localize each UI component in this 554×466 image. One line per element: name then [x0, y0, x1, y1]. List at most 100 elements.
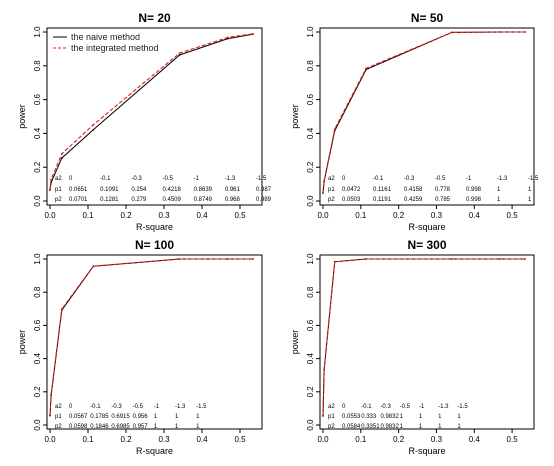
x-tick-label: 0.1 — [82, 211, 94, 220]
data-point — [451, 258, 453, 260]
table-cell-a2: -1 — [419, 404, 425, 410]
plot-frame — [46, 254, 263, 430]
table-cell-a2: -1.5 — [528, 176, 539, 182]
table-cell-p2: 1 — [400, 424, 404, 430]
data-point — [524, 258, 526, 260]
table-cell-p1: 0.987 — [256, 187, 272, 193]
data-point — [252, 32, 254, 35]
x-tick-label: 0.2 — [393, 435, 405, 444]
x-axis-label: R-square — [408, 222, 445, 232]
table-cell-p2: 0.0701 — [69, 197, 88, 203]
x-tick-label: 0.1 — [82, 435, 94, 444]
chart-title: N= 20 — [138, 11, 171, 25]
chart-title: N= 100 — [135, 238, 174, 252]
data-point — [365, 67, 368, 70]
table-cell-p2: 1 — [438, 424, 442, 430]
y-tick-label: 0.6 — [306, 319, 315, 331]
data-point — [499, 31, 501, 33]
table-cell-a2: -0.5 — [435, 176, 446, 182]
chart-title: N= 50 — [411, 11, 444, 25]
table-cell-a2: -0.3 — [380, 404, 391, 410]
chart-panel-4: N= 300 0.0 0.1 0.2 0.3 0.4 0.5 0.0 0.2 0.4 0.6 0.8 1… — [290, 238, 535, 456]
table-cell-a2: -1.5 — [256, 176, 267, 182]
data-point — [49, 188, 51, 191]
table-cell-a2: -1 — [154, 404, 160, 410]
table-cell-a2: -0.3 — [111, 404, 122, 410]
y-tick-label: 0.4 — [306, 352, 315, 364]
table-cell-p2: 1 — [154, 424, 158, 430]
y-tick-label: 0.0 — [306, 195, 315, 207]
table-cell-p1: 0.4218 — [163, 187, 182, 193]
table-cell-a2: -1.5 — [457, 404, 468, 410]
x-tick-label: 0.3 — [158, 435, 170, 444]
table-cell-p1: 0.8639 — [194, 187, 213, 193]
table-cell-p2: 0.998 — [466, 197, 482, 203]
series-line-naive — [49, 33, 254, 191]
y-tick-label: 0.8 — [33, 286, 42, 298]
table-cell-a2: -1 — [194, 176, 200, 182]
x-tick-label: 0.0 — [317, 435, 329, 444]
legend-entry: the integrated method — [71, 43, 159, 53]
x-tick-label: 0.3 — [431, 435, 443, 444]
x-tick-label: 0.5 — [234, 211, 246, 220]
y-axis-label: power — [290, 104, 300, 129]
table-cell-p1: 0.1091 — [100, 187, 119, 193]
table-row-label: p1 — [55, 414, 62, 420]
table-cell-p2: 0.1281 — [100, 197, 119, 203]
series-line-integrated — [322, 258, 525, 416]
table-cell-p2: 0.4509 — [163, 197, 182, 203]
table-row-label: p2 — [328, 424, 335, 430]
data-point — [365, 258, 368, 260]
data-point — [60, 157, 63, 159]
table-cell-a2: -0.3 — [131, 176, 142, 182]
data-point — [92, 123, 95, 126]
table-cell-p1: 1 — [419, 414, 423, 420]
table-cell-p2: 0.8749 — [194, 197, 213, 203]
table-cell-a2: -0.1 — [100, 176, 111, 182]
table-cell-a2: 0 — [69, 176, 73, 182]
y-tick-label: 0.2 — [33, 386, 42, 398]
data-point — [92, 128, 95, 131]
table-cell-p1: 0.0567 — [69, 414, 88, 420]
table-cell-p1: 1 — [438, 414, 442, 420]
x-tick-label: 0.3 — [431, 211, 443, 220]
table-cell-p2: 0.0503 — [342, 197, 361, 203]
table-cell-p1: 1 — [154, 414, 158, 420]
table-cell-p1: 0.956 — [133, 414, 149, 420]
series-line-naive — [49, 258, 253, 416]
table-cell-p2: 0.6985 — [111, 424, 130, 430]
y-tick-label: 0.8 — [33, 60, 42, 72]
table-cell-p1: 0.9832 — [380, 414, 399, 420]
chart-panel-1: N= 20 0.0 0.1 0.2 0.3 0.4 0.5 0.0 0.2 0.4 0.6 0.8 1.… — [17, 11, 272, 232]
y-tick-label: 0.4 — [33, 127, 42, 139]
y-tick-label: 0.0 — [33, 195, 42, 207]
x-axis-label: R-square — [408, 446, 445, 456]
x-tick-label: 0.4 — [469, 211, 481, 220]
data-point — [178, 52, 181, 55]
table-cell-p2: 0.0598 — [69, 424, 88, 430]
y-tick-label: 1.0 — [33, 26, 42, 38]
table-cell-p2: 0.279 — [131, 197, 147, 203]
y-tick-label: 0.4 — [33, 352, 42, 364]
chart-panel-3: N= 100 0.0 0.1 0.2 0.3 0.4 0.5 0.0 0.2 0.4 0.6 0.8 1… — [17, 238, 263, 456]
data-point — [524, 31, 526, 33]
table-row-label: p2 — [328, 197, 335, 203]
data-point — [49, 414, 51, 416]
data-point — [50, 178, 53, 181]
table-cell-p2: 0.0584 — [342, 424, 361, 430]
series-line-naive — [322, 31, 525, 194]
series-line-integrated — [49, 33, 253, 190]
table-row-label: a2 — [328, 404, 335, 410]
x-tick-label: 0.4 — [196, 211, 208, 220]
table-cell-p2: 0.4259 — [404, 197, 423, 203]
y-tick-label: 0.6 — [33, 319, 42, 331]
data-point — [323, 368, 326, 371]
table-cell-p1: 0.778 — [435, 187, 451, 193]
table-cell-p2: 0.957 — [133, 424, 149, 430]
x-tick-label: 0.5 — [507, 211, 519, 220]
x-tick-label: 0.5 — [507, 435, 519, 444]
x-tick-label: 0.1 — [355, 211, 367, 220]
y-tick-label: 0.2 — [306, 386, 315, 398]
table-cell-p2: 1 — [528, 197, 532, 203]
